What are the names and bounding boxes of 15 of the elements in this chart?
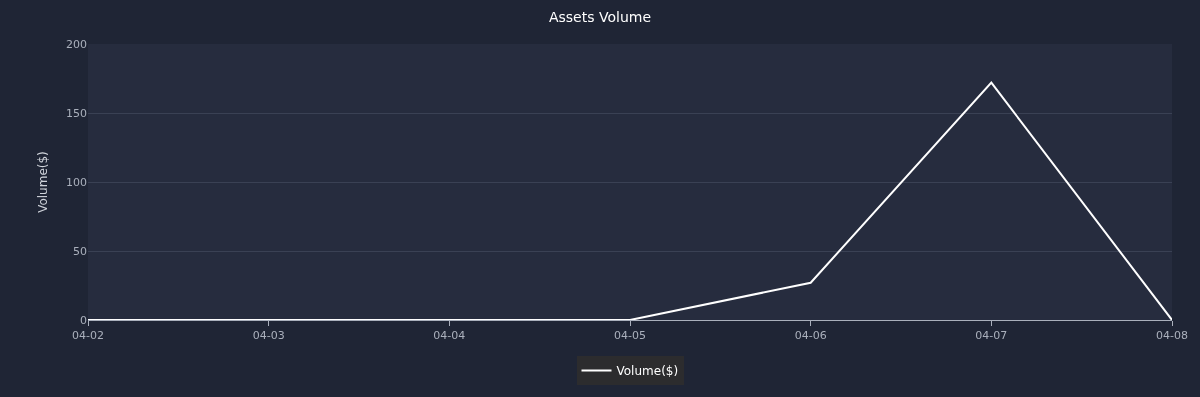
y-tick-label: 200 [66,37,87,51]
x-tick-label: 04-03 [252,329,285,343]
x-tick-label: 04-07 [975,329,1008,343]
legend-label: Volume($) [616,364,679,379]
y-tick-label: 150 [66,106,87,120]
x-tick-label: 04-04 [433,329,466,343]
y-tick-label: 100 [66,175,87,189]
y-axis-title: Volume($) [36,151,51,213]
x-tick-label: 04-02 [72,329,104,343]
x-tick-label: 04-06 [794,329,827,343]
x-tick-label: 04-05 [614,329,646,343]
y-tick-label: 0 [80,313,87,327]
chart-title: Assets Volume [548,8,652,25]
x-tick-label: 04-08 [1156,329,1188,343]
y-tick-label: 50 [73,244,87,258]
